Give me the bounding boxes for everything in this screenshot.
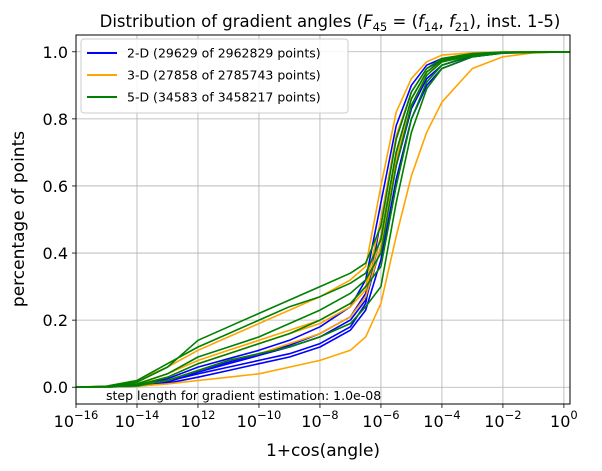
series-lines [75,51,571,388]
y-tick-label: 1.0 [43,43,68,62]
plot-frame [75,34,571,405]
series-2-instance-1-line [75,51,571,388]
x-tick-label: 10−2 [484,408,521,431]
title-F: F [363,12,373,31]
step-length-annotation: step length for gradient estimation: 1.0… [106,388,381,403]
x-axis-label: 1+cos(angle) [266,441,380,461]
legend-label: 3-D (27858 of 2785743 points) [127,68,321,83]
x-tick-label: 1012 [180,408,215,431]
legend-label: 5-D (34583 of 3458217 points) [127,90,321,105]
series-3-instance-4-line [75,51,571,388]
x-tick-label: 10−6 [362,408,399,431]
y-tick-label: 0.6 [43,177,68,196]
legend: 2-D (29629 of 2962829 points) 3-D (27858 … [80,38,349,114]
title-f1: f [418,12,426,31]
title-f1-sub: 14 [424,20,439,34]
title-suffix: ), inst. 1-5) [469,12,560,31]
y-tick-label: 0.4 [43,244,68,263]
series-3-instance-2-line [75,51,571,388]
y-tick-label: 0.0 [43,378,68,397]
x-axis-ticks: 10−16 10−14 1012 10−10 10−8 10−6 10−4 10−2 100 [54,404,578,431]
title-prefix: Distribution of gradient angles ( [100,12,363,31]
x-tick-label: 10−14 [115,408,160,431]
y-tick-label: 0.2 [43,311,68,330]
x-tick-label: 10−16 [54,408,99,431]
y-axis-ticks: 0.0 0.2 0.4 0.6 0.8 1.0 [43,43,76,397]
x-tick-label: 10−8 [301,408,338,431]
title-f2-sub: 21 [455,20,470,34]
title-f2: f [449,12,457,31]
legend-label: 2-D (29629 of 2962829 points) [127,46,321,61]
legend-box [80,38,349,114]
y-axis-label: percentage of points [9,131,29,307]
x-tick-label: 10−10 [237,408,282,431]
y-tick-label: 0.8 [43,110,68,129]
series-3-instance-1-line [75,51,571,388]
grid-lines [75,35,570,404]
x-tick-label: 10−4 [423,408,460,431]
chart-title: Distribution of gradient angles (F45 = (… [100,12,561,34]
x-tick-label: 100 [550,408,578,431]
title-mid1: = ( [387,12,418,31]
title-sep: , [438,12,449,31]
series-3-instance-3-line [75,51,571,388]
title-F-sub: 45 [373,20,388,34]
series-3-instance-5-line [75,51,571,388]
